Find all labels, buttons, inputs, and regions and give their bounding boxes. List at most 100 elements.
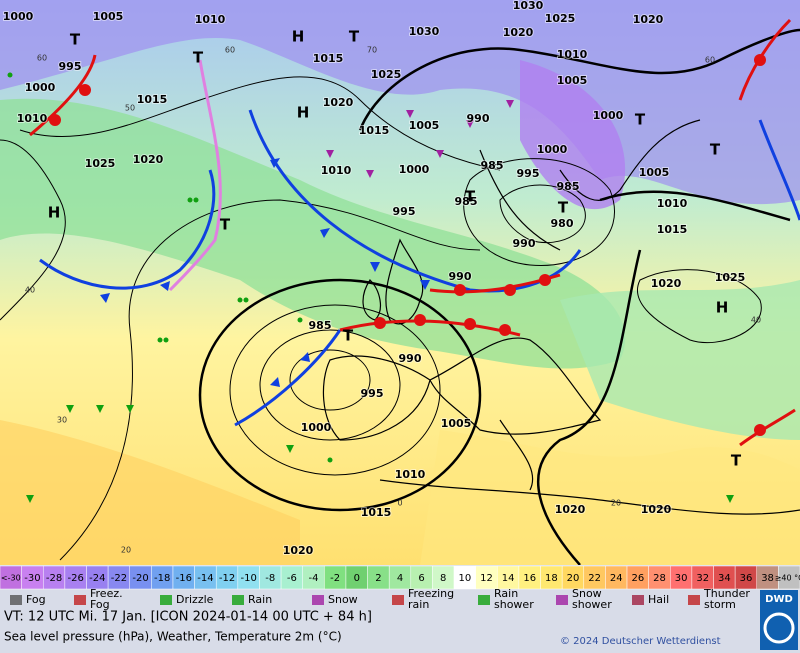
colorbar-label: -18 — [154, 573, 170, 584]
legend-symbol — [312, 595, 324, 605]
pressure-center: H — [48, 204, 61, 222]
colorbar-label: 0 — [354, 573, 360, 584]
pressure-label: 1025 — [545, 12, 576, 25]
pressure-label: 1020 — [323, 96, 354, 109]
colorbar-label: 32 — [696, 573, 709, 584]
pressure-label: 1030 — [409, 25, 440, 38]
pressure-label: 980 — [551, 217, 574, 230]
legend-symbol — [160, 595, 172, 605]
colorbar-label: -12 — [219, 573, 235, 584]
colorbar-label: 10 — [458, 573, 471, 584]
colorbar-label: -24 — [89, 573, 105, 584]
colorbar: <-30 -30 -28 -26 -24 -22 -20 -18 -16 -14 -12 -10 -8-… — [0, 565, 800, 590]
colorbar-label: -4 — [309, 573, 319, 584]
legend-label: shower — [572, 598, 612, 611]
pressure-label: 1000 — [301, 421, 332, 434]
pressure-label: 1005 — [93, 10, 124, 23]
legend-label: Snow — [572, 587, 602, 600]
colorbar-label: 4 — [397, 573, 403, 584]
pressure-label: 1000 — [25, 81, 56, 94]
legend-symbol — [632, 595, 644, 605]
pressure-center: T — [220, 216, 231, 234]
isobars — [0, 28, 800, 566]
pressure-label: 1010 — [395, 468, 426, 481]
pressure-center: T — [558, 199, 569, 217]
pressure-label: 1015 — [361, 506, 392, 519]
isotherm-label: 60 — [37, 54, 47, 63]
legend-symbol — [74, 595, 86, 605]
legend-label: Drizzle — [176, 593, 214, 606]
pressure-center: H — [297, 104, 310, 122]
colorbar-label: -6 — [287, 573, 297, 584]
colorbar-label: -8 — [265, 573, 275, 584]
pressure-label: 1010 — [17, 112, 48, 125]
temperature-field — [0, 0, 800, 565]
colorbar-label: 22 — [588, 573, 601, 584]
pressure-label: 990 — [399, 352, 422, 365]
pressure-label: 995 — [59, 60, 82, 73]
colorbar-label: 26 — [631, 573, 644, 584]
colorbar-label: 8 — [440, 573, 446, 584]
colorbar-label: 2 — [375, 573, 381, 584]
pressure-center: T — [349, 28, 360, 46]
pressure-label: 1025 — [371, 68, 402, 81]
legend-symbol — [556, 595, 568, 605]
pressure-label: 990 — [449, 270, 472, 283]
front-symbols — [49, 54, 766, 436]
legend-label: Freezing — [408, 587, 454, 600]
logo: DWD — [765, 594, 793, 605]
isotherm-label: 70 — [367, 46, 377, 55]
isotherm-label: 50 — [125, 104, 135, 113]
colorbar-label: 28 — [653, 573, 666, 584]
pressure-label: 1025 — [715, 271, 746, 284]
pressure-label: 985 — [481, 159, 504, 172]
weather-symbols — [7, 72, 734, 503]
pressure-center: T — [343, 327, 354, 345]
description: Sea level pressure (hPa), Weather, Tempe… — [4, 630, 342, 644]
colorbar-label: -14 — [197, 573, 213, 584]
isotherm-label: 60 — [225, 46, 235, 55]
isotherm-label: 20 — [121, 546, 131, 555]
pressure-label: 1000 — [537, 143, 568, 156]
pressure-label: 990 — [513, 237, 536, 250]
isotherm-label: 40 — [751, 316, 761, 325]
pressure-label: 1005 — [557, 74, 588, 87]
pressure-label: 1020 — [283, 544, 314, 557]
colorbar-label: 30 — [675, 573, 688, 584]
pressure-label: 1005 — [639, 166, 670, 179]
pressure-label: 1020 — [503, 26, 534, 39]
colorbar-label: -16 — [176, 573, 192, 584]
pressure-center: T — [465, 188, 476, 206]
colorbar-label: -22 — [111, 573, 127, 584]
pressure-label: 985 — [557, 180, 580, 193]
colorbar-label: 34 — [718, 573, 731, 584]
pressure-label: 995 — [393, 205, 416, 218]
pressure-center: T — [70, 31, 81, 49]
legend-symbol — [478, 595, 490, 605]
pressure-label: 990 — [467, 112, 490, 125]
pressure-label: 1025 — [85, 157, 116, 170]
legend-label: shower — [494, 598, 534, 611]
pressure-label: 1005 — [441, 417, 472, 430]
pressure-center: T — [731, 452, 742, 470]
colorbar-label: 20 — [567, 573, 580, 584]
legend-label: Rain — [494, 587, 518, 600]
colorbar-label: -2 — [330, 573, 340, 584]
legend-symbol — [688, 595, 700, 605]
colorbar-label: 6 — [418, 573, 424, 584]
pressure-label: 1010 — [195, 13, 226, 26]
pressure-label: 1020 — [633, 13, 664, 26]
pressure-label: 1000 — [3, 10, 34, 23]
colorbar-label: 36 — [740, 573, 753, 584]
weather-legend: Fog Freez.Fog Drizzle Rain Snow FreezingrainR… — [10, 587, 750, 611]
legend-symbol — [10, 595, 22, 605]
colorbar-label: 24 — [610, 573, 623, 584]
legend-label: Snow — [328, 593, 358, 606]
pressure-center: H — [292, 28, 305, 46]
pressure-label: 1010 — [321, 164, 352, 177]
pressure-label: 1010 — [557, 48, 588, 61]
pressure-label: 1000 — [399, 163, 430, 176]
pressure-label: 1030 — [513, 0, 544, 12]
